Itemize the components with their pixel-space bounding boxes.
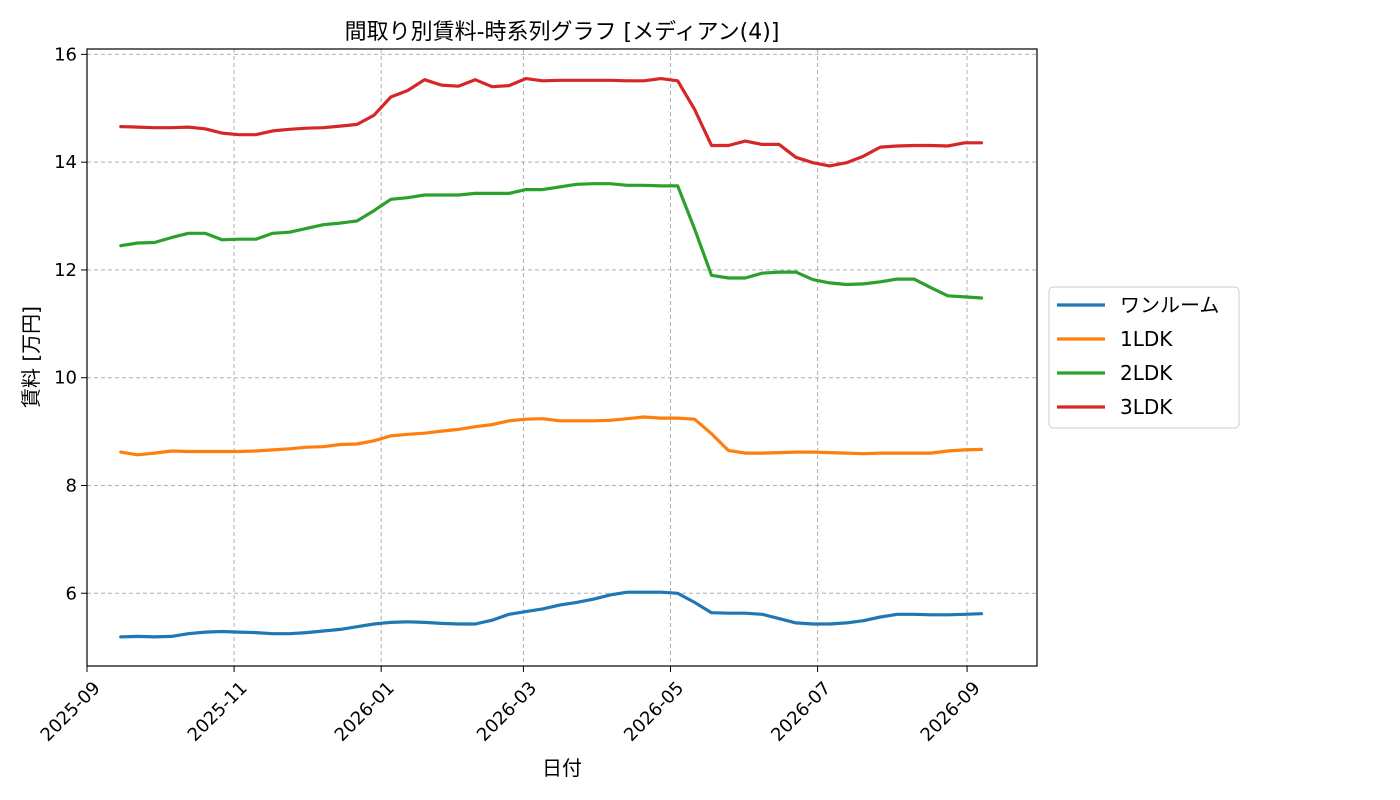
legend-box xyxy=(1048,286,1240,429)
legend-label-1: ワンルーム xyxy=(1120,293,1219,317)
legend-label-4: 3LDK xyxy=(1120,395,1173,419)
x-axis-label: 日付 xyxy=(542,756,582,780)
plot-area-frame xyxy=(86,48,1038,667)
series-line-4 xyxy=(119,76,984,168)
grid xyxy=(86,49,1037,666)
y-tick-label: 10 xyxy=(54,368,77,389)
legend-label-2: 1LDK xyxy=(1120,327,1173,351)
series-lines xyxy=(119,76,984,639)
legend: ワンルーム 1LDK 2LDK 3LDK xyxy=(1048,286,1240,429)
y-axis-label: 賃料 [万円] xyxy=(19,306,43,408)
legend-label-3: 2LDK xyxy=(1120,361,1173,385)
series-line-2 xyxy=(119,415,984,457)
chart-title: 間取り別賃料-時系列グラフ [メディアン(4)] xyxy=(345,20,780,45)
y-tick-label: 12 xyxy=(54,260,77,281)
y-tick-label: 16 xyxy=(54,44,77,65)
series-line-1 xyxy=(119,590,984,639)
y-tick-label: 8 xyxy=(66,475,77,496)
series-line-3 xyxy=(119,182,984,300)
y-tick-label: 6 xyxy=(66,583,77,604)
y-tick-label: 14 xyxy=(54,152,77,173)
